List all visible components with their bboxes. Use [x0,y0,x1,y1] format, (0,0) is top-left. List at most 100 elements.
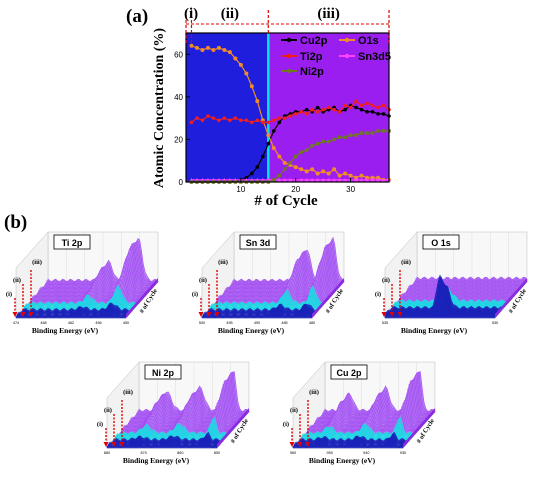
waterfall-title-text: Ti 2p [62,238,83,248]
legend-marker [344,37,350,43]
data-point [200,118,205,123]
data-point [370,175,375,180]
energy-tick-label: 456 [95,321,101,325]
x-tick-label: 30 [346,185,355,194]
data-point [282,177,287,182]
data-point [305,148,309,152]
data-point [354,99,358,103]
data-point [381,177,386,182]
legend-marker [286,68,292,74]
data-point [310,144,314,148]
x-tick-label: 20 [291,185,300,194]
data-point [365,175,370,180]
region-arrow-head [397,312,403,317]
data-point [376,177,381,182]
energy-tick-label: 870 [140,451,146,455]
data-point [376,105,380,110]
energy-tick-label: 880 [104,451,110,455]
energy-tick-label: 960 [290,451,296,455]
data-point [277,120,282,125]
energy-tick-label: 474 [13,321,19,325]
data-point [381,129,386,133]
energy-tick-label: 535 [382,321,388,325]
spectrum-trace [303,421,415,437]
region-arrow-head [214,312,220,317]
data-point [299,150,303,154]
data-point [271,118,276,123]
waterfall-x-axis-label: Binding Energy (eV) [32,326,99,335]
data-point [343,135,347,139]
data-point [376,129,380,133]
title-box [422,234,460,250]
data-point [288,177,293,182]
data-point [315,105,320,110]
region-label: (i) [375,291,381,298]
legend-label-ti2p: Ti2p [300,51,323,63]
data-point [370,131,375,135]
energy-tick-label: 950 [326,451,332,455]
data-point [315,177,320,182]
data-point [255,165,260,169]
data-point [250,120,254,125]
data-point [321,169,326,174]
region-label: (ii) [13,277,21,284]
region-arrow-head [111,442,117,447]
data-point [244,175,249,180]
data-point [271,129,276,133]
data-point [359,173,364,178]
panel-b-label: (b) [4,212,27,233]
data-point [293,112,298,116]
x-tick-label: 10 [236,185,245,194]
region-label: (ii) [199,277,207,284]
data-point [277,177,282,182]
data-point [282,160,287,165]
data-point [337,173,342,178]
region-label: (iii) [309,389,319,396]
waterfall-panel-sn3d: (iii) (ii) (i) Sn 3d 500 495 490 485 480 Binding … [192,231,345,335]
region-arrow-head [389,312,395,317]
side-band [403,408,435,448]
data-point [310,107,314,112]
energy-tick-label: 462 [68,321,74,325]
waterfall-panel-cu2p: (iii) (ii) (i) Cu 2p 960 950 940 930 Binding Ene… [283,361,436,465]
region-label: (iii) [32,259,42,266]
legend-label-o1s: O1s [358,35,379,47]
spectrum-trace [114,427,226,439]
data-point [249,84,254,89]
energy-tick-label: 850 [214,451,220,455]
data-point [299,177,304,182]
data-point [211,116,216,120]
data-point [343,107,347,112]
region-arrow-head [381,312,387,317]
data-point [359,103,364,108]
data-point [343,177,348,182]
data-point [365,101,369,106]
data-point [370,109,375,114]
region-label: (iii) [123,389,133,396]
side-band [217,408,249,448]
data-point [354,133,358,137]
data-point [365,109,369,114]
data-point [283,167,287,171]
data-point [239,118,243,123]
data-point [195,116,199,120]
data-point [304,169,309,174]
waterfall-title-text: Ni 2p [152,368,175,378]
data-point [304,112,309,116]
data-point [261,154,265,159]
data-point [277,173,281,178]
data-point [228,118,232,123]
region-label: (iii) [317,6,340,22]
data-point [194,45,199,50]
data-point [370,103,375,108]
data-point [261,120,265,125]
region-label: (ii) [382,277,390,284]
region-label: (iii) [218,259,228,266]
panel-a-label: (a) [126,6,148,27]
data-point [348,133,353,137]
data-point [348,173,353,178]
region-label: (i) [6,291,12,298]
data-point [266,141,271,146]
data-point [189,43,194,48]
y-tick-label: 40 [174,93,183,102]
